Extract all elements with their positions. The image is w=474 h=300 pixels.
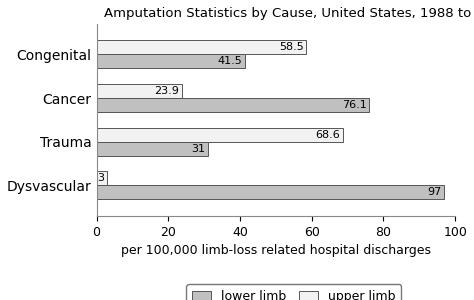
- X-axis label: per 100,000 limb-loss related hospital discharges: per 100,000 limb-loss related hospital d…: [121, 244, 431, 257]
- Bar: [97, 84, 182, 98]
- Bar: [97, 40, 306, 55]
- Bar: [97, 55, 246, 68]
- Text: 68.6: 68.6: [315, 130, 340, 140]
- Bar: [97, 98, 369, 112]
- Text: 58.5: 58.5: [279, 43, 303, 52]
- Text: 31: 31: [191, 144, 205, 154]
- Bar: [97, 172, 107, 185]
- Bar: [97, 185, 444, 200]
- Legend: lower limb, upper limb: lower limb, upper limb: [186, 284, 401, 300]
- Text: 23.9: 23.9: [155, 86, 179, 96]
- Text: 3: 3: [98, 173, 104, 184]
- Bar: [97, 142, 208, 156]
- Text: Amputation Statistics by Cause, United States, 1988 to 1996: Amputation Statistics by Cause, United S…: [104, 7, 474, 20]
- Text: 76.1: 76.1: [342, 100, 366, 110]
- Bar: [97, 128, 343, 142]
- Text: 41.5: 41.5: [218, 56, 243, 66]
- Text: 97: 97: [427, 188, 441, 197]
